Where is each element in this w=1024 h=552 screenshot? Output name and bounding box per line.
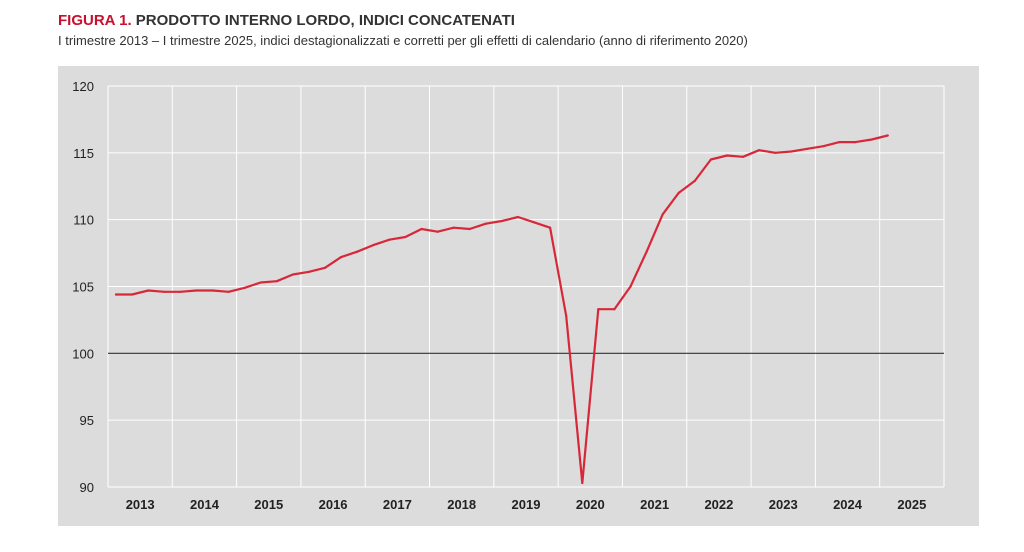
figure-title-text: PRODOTTO INTERNO LORDO, INDICI CONCATENA… xyxy=(135,12,515,29)
x-tick-label: 2014 xyxy=(190,497,220,512)
data-point xyxy=(163,290,166,293)
data-point xyxy=(565,314,568,317)
x-tick-label: 2016 xyxy=(319,497,348,512)
data-point xyxy=(404,235,407,239)
data-point xyxy=(484,222,487,225)
data-point xyxy=(806,147,809,150)
data-point xyxy=(661,213,664,216)
figure-subtitle: I trimestre 2013 – I trimestre 2025, ind… xyxy=(58,33,748,48)
data-point xyxy=(372,244,375,247)
data-point xyxy=(340,256,343,259)
x-tick-label: 2021 xyxy=(640,497,669,512)
x-axis-ticks: 2013 2014 2015 2016 2017 2018 2019 2020 2021 2022… xyxy=(126,497,927,512)
data-point xyxy=(452,226,455,229)
x-tick-label: 2015 xyxy=(254,497,283,512)
data-point xyxy=(838,141,841,144)
x-tick-label: 2017 xyxy=(383,497,412,512)
data-point xyxy=(307,270,311,273)
data-point xyxy=(388,238,391,241)
data-point xyxy=(114,293,118,296)
data-point xyxy=(500,219,503,223)
x-tick-label: 2018 xyxy=(447,497,476,512)
data-point xyxy=(581,481,584,485)
data-point xyxy=(532,221,536,224)
series-group xyxy=(114,134,889,485)
data-point xyxy=(179,290,182,293)
y-tick-label: 100 xyxy=(72,346,94,361)
x-tick-label: 2022 xyxy=(704,497,733,512)
data-point xyxy=(356,250,359,253)
data-point xyxy=(886,134,889,137)
data-point xyxy=(291,273,294,276)
data-point xyxy=(854,141,857,144)
y-tick-label: 110 xyxy=(73,213,94,228)
x-tick-label: 2025 xyxy=(897,497,926,512)
series-line xyxy=(114,134,889,485)
y-tick-label: 90 xyxy=(80,480,94,495)
chart-panel: 90 95 100 105 110 115 120 2013 2014 2015 2016 2017… xyxy=(58,66,979,526)
data-point xyxy=(758,149,761,152)
line-chart: 90 95 100 105 110 115 120 2013 2014 2015 2016 2017… xyxy=(72,79,945,512)
data-point xyxy=(227,290,230,293)
figure-number: FIGURA 1. xyxy=(58,12,132,29)
data-point xyxy=(468,227,471,231)
y-axis-ticks: 90 95 100 105 110 115 120 xyxy=(72,79,94,495)
data-point xyxy=(259,281,262,284)
data-point xyxy=(822,145,825,148)
data-point xyxy=(774,151,777,154)
y-tick-label: 105 xyxy=(72,280,94,295)
x-tick-label: 2013 xyxy=(126,497,155,512)
y-tick-label: 120 xyxy=(72,79,94,94)
x-tick-label: 2019 xyxy=(512,497,541,512)
data-point xyxy=(243,286,246,289)
data-point xyxy=(693,179,696,182)
y-tick-label: 115 xyxy=(73,146,94,161)
data-point xyxy=(629,285,632,288)
x-tick-label: 2024 xyxy=(833,497,863,512)
data-point xyxy=(420,227,423,231)
data-point xyxy=(516,215,520,219)
data-point xyxy=(725,154,729,157)
data-point xyxy=(131,293,134,296)
data-point xyxy=(549,226,552,229)
data-point xyxy=(195,289,198,292)
data-point xyxy=(597,308,600,311)
x-tick-label: 2023 xyxy=(769,497,798,512)
figure-title: FIGURA 1. PRODOTTO INTERNO LORDO, INDICI… xyxy=(58,12,515,29)
data-point xyxy=(147,289,150,292)
data-point xyxy=(211,289,214,292)
data-point xyxy=(323,266,327,269)
data-point xyxy=(741,155,745,158)
data-point xyxy=(870,138,873,141)
data-point xyxy=(436,230,439,233)
data-point xyxy=(613,308,616,311)
data-point xyxy=(677,191,680,194)
data-point xyxy=(645,250,648,253)
x-tick-label: 2020 xyxy=(576,497,605,512)
data-point xyxy=(790,150,793,153)
y-tick-label: 95 xyxy=(80,413,94,428)
data-point xyxy=(275,280,278,283)
data-point xyxy=(709,158,713,161)
